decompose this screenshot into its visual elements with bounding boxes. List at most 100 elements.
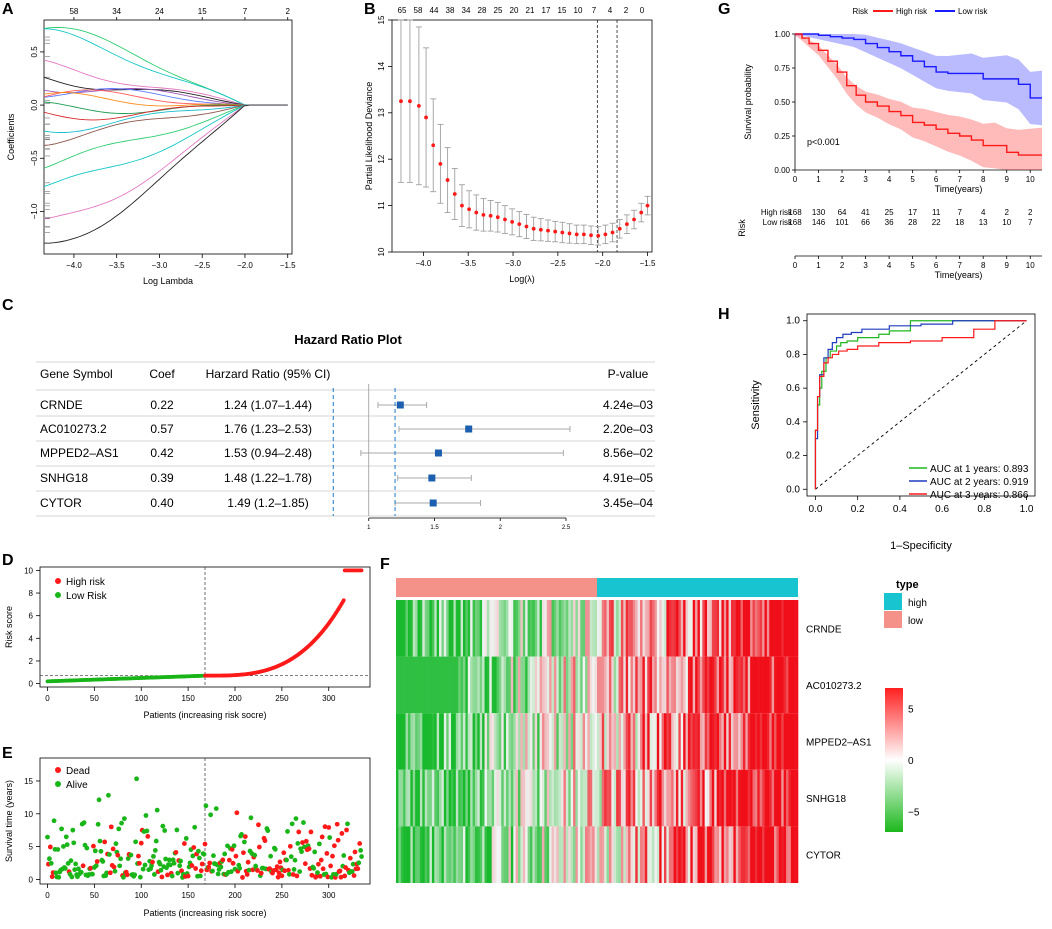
heatmap-cell: [738, 600, 741, 657]
legend-label: AUC at 2 years: 0.919: [930, 477, 1029, 488]
coef-path-c11: [43, 104, 288, 133]
alive-point: [293, 816, 299, 822]
heatmap-cell: [460, 656, 464, 714]
p-value: 4.91e–05: [603, 471, 653, 485]
heatmap-cell: [632, 826, 636, 883]
heatmap-cell: [439, 600, 442, 657]
deviance-point: [589, 233, 593, 238]
heatmap-cell: [587, 713, 591, 770]
heatmap-cell: [568, 826, 571, 883]
dead-point: [282, 868, 288, 874]
alive-point: [177, 863, 183, 869]
heatmap-cell: [573, 656, 576, 714]
heatmap-cell: [489, 713, 493, 770]
alive-point: [56, 874, 62, 880]
heatmap-cell: [534, 713, 538, 770]
heatmap-cell: [563, 713, 567, 770]
heatmap-cell: [731, 713, 734, 770]
risk-count: 17: [908, 208, 917, 217]
heatmap-cell: [472, 826, 476, 883]
alive-point: [104, 870, 109, 876]
heatmap-cell: [518, 769, 521, 827]
deviance-point: [645, 203, 650, 208]
heatmap-cell: [680, 656, 684, 714]
heatmap-cell: [530, 600, 533, 657]
alive-point: [121, 816, 127, 822]
heatmap-cell: [628, 656, 631, 714]
heatmap-cell: [594, 656, 598, 714]
heatmap-cell: [707, 600, 710, 657]
heatmap-cell: [611, 600, 615, 657]
heatmap-cell: [606, 600, 610, 657]
heatmap-cell: [465, 713, 469, 770]
heatmap-cell: [726, 826, 729, 883]
deviance-point: [488, 213, 493, 218]
heatmap-cell: [474, 769, 478, 827]
heatmap-cell: [604, 600, 607, 657]
heatmap-cell: [474, 600, 478, 657]
heatmap-cell: [647, 713, 650, 770]
heatmap-cell: [527, 713, 531, 770]
heatmap-cell: [477, 656, 481, 714]
heatmap-cell: [661, 826, 665, 883]
heatmap-cell: [721, 769, 725, 827]
heatmap-cell: [630, 713, 634, 770]
heatmap-cell: [723, 769, 727, 827]
risk-count: 66: [861, 218, 870, 227]
heatmap-cell: [786, 656, 789, 714]
risk-count: 41: [861, 208, 870, 217]
heatmap-cell: [766, 826, 770, 883]
heatmap-cell: [728, 656, 732, 714]
heatmap-cell: [740, 826, 744, 883]
top-tick-label: 0: [640, 6, 645, 15]
heatmap-cell: [460, 600, 464, 657]
heatmap-cell: [561, 600, 564, 657]
risk-count: 168: [788, 218, 802, 227]
heatmap-cell: [585, 826, 588, 883]
heatmap-cell: [637, 656, 641, 714]
heatmap-cell: [628, 826, 631, 883]
heatmap-cell: [759, 656, 763, 714]
y-tick-label: 2: [29, 657, 34, 666]
heatmap-cell: [575, 656, 579, 714]
x-axis-label: Log(λ): [509, 274, 535, 284]
heatmap-cell: [532, 769, 536, 827]
heatmap-cell: [745, 600, 749, 657]
heatmap-cell: [453, 769, 457, 827]
heatmap-cell: [451, 769, 454, 827]
heatmap-cell: [620, 713, 624, 770]
alive-point: [183, 836, 189, 841]
heatmap-cell: [664, 713, 667, 770]
heatmap-cell: [427, 769, 430, 827]
heatmap-cell: [417, 769, 421, 827]
deviance-point: [610, 230, 615, 235]
dead-point: [202, 841, 208, 847]
heatmap-cell: [563, 769, 567, 827]
heatmap-cell: [405, 769, 409, 827]
alive-point: [358, 848, 364, 853]
heatmap-cell: [453, 713, 457, 770]
heatmap-cell: [608, 826, 612, 883]
dead-point: [338, 874, 344, 880]
y-tick-label: 10: [377, 247, 386, 256]
dead-point: [287, 843, 293, 849]
top-tick-label: 38: [446, 6, 455, 15]
heatmap-cell: [467, 656, 471, 714]
dead-point: [220, 857, 226, 863]
dead-point: [325, 874, 331, 880]
dead-point: [262, 838, 268, 844]
hr-text: 1.49 (1.2–1.85): [227, 496, 308, 510]
heatmap-cell: [460, 713, 464, 770]
heatmap-cell: [465, 826, 469, 883]
heatmap-cell: [716, 713, 720, 770]
heatmap-cell: [453, 600, 457, 657]
heatmap-cell: [695, 769, 698, 827]
heatmap-cell: [549, 656, 552, 714]
heatmap-cell: [637, 600, 641, 657]
heatmap-cell: [795, 713, 799, 770]
heatmap-cell: [774, 826, 777, 883]
heatmap-cell: [618, 769, 622, 827]
heatmap-cell: [628, 600, 631, 657]
heatmap-cell: [551, 600, 555, 657]
heatmap-cell: [534, 826, 538, 883]
